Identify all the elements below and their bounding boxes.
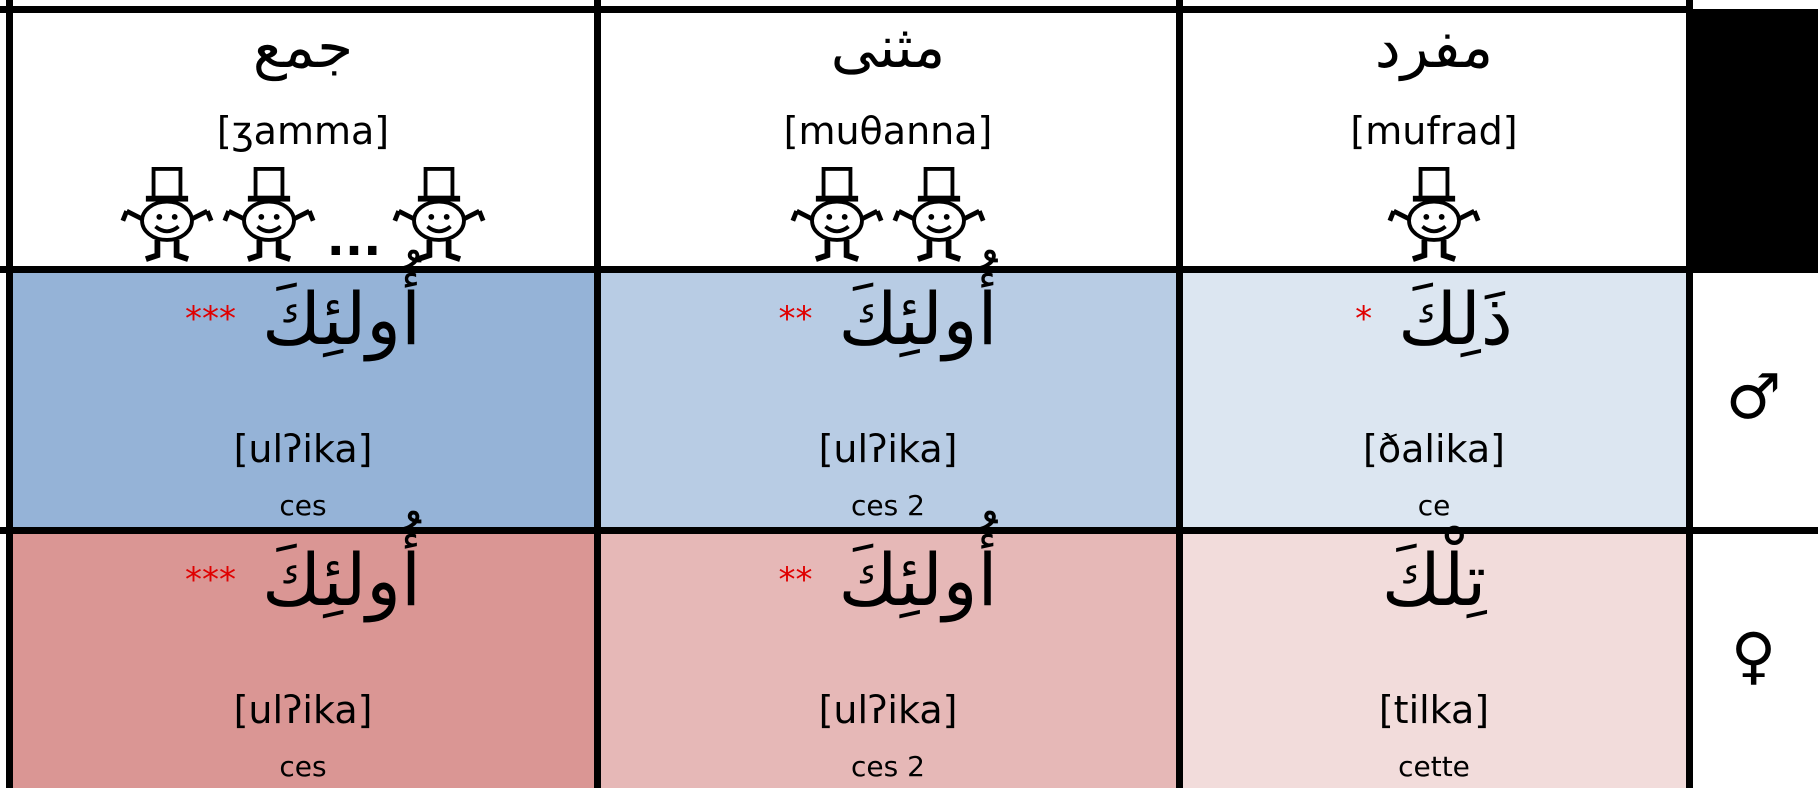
french: ces <box>279 489 327 522</box>
gender-symbol: ♀ <box>1730 619 1777 692</box>
figure-icon <box>1386 167 1482 263</box>
figures <box>1179 167 1689 263</box>
figure-icon <box>119 167 215 263</box>
header-cell: جمع [ʒamma]... <box>9 9 597 269</box>
french: ces <box>279 750 327 783</box>
arabic-word: تِلْكَ <box>1381 538 1487 622</box>
arabic-word: أُولئِكَ <box>838 277 998 361</box>
border-h <box>0 5 1689 13</box>
transliteration: [ulʔika] <box>818 688 958 732</box>
marker: ** <box>778 299 813 339</box>
transliteration: [ulʔika] <box>233 688 373 732</box>
transliteration: [ulʔika] <box>233 427 373 471</box>
word-cell: ** أُولئِكَ [ulʔika] ces 2 <box>597 530 1179 788</box>
gender-cell: ♀ <box>1689 530 1818 788</box>
marker: ** <box>778 560 813 600</box>
arabic-line: ** أُولئِكَ <box>597 277 1179 361</box>
header-transliteration: [muθanna] <box>783 109 993 153</box>
header-cell: مثنى [muθanna] <box>597 9 1179 269</box>
arabic-line: تِلْكَ <box>1179 538 1689 622</box>
french: cette <box>1398 750 1470 783</box>
header-transliteration: [mufrad] <box>1350 109 1518 153</box>
word-cell: * ذَلِكَ [ðalika] ce <box>1179 269 1689 530</box>
transliteration: [ðalika] <box>1363 427 1505 471</box>
gender-cell: ♂ <box>1689 269 1818 530</box>
figure-icon <box>789 167 885 263</box>
french: ces 2 <box>851 750 925 783</box>
header-cell: مفرد [mufrad] <box>1179 9 1689 269</box>
arabic-line: *** أُولئِكَ <box>9 277 597 361</box>
transliteration: [ulʔika] <box>818 427 958 471</box>
border-v <box>1175 0 1183 788</box>
gender-symbol: ♂ <box>1725 359 1782 433</box>
transliteration: [tilka] <box>1378 688 1490 732</box>
figure-icon <box>221 167 317 263</box>
arabic-line: ** أُولئِكَ <box>597 538 1179 622</box>
word-cell: ** أُولئِكَ [ulʔika] ces 2 <box>597 269 1179 530</box>
figures <box>597 167 1179 263</box>
arabic-word: أُولئِكَ <box>838 538 998 622</box>
border-h <box>0 265 1818 273</box>
figure-icon <box>891 167 987 263</box>
header-corner <box>1689 9 1818 269</box>
arabic-line: * ذَلِكَ <box>1179 277 1689 361</box>
border-h <box>0 526 1818 534</box>
header-arabic: مثنى <box>830 13 946 81</box>
word-cell: *** أُولئِكَ [ulʔika] ces <box>9 269 597 530</box>
header-arabic: مفرد <box>1374 13 1494 81</box>
word-cell: *** أُولئِكَ [ulʔika] ces <box>9 530 597 788</box>
border-v <box>5 0 13 788</box>
french: ce <box>1417 489 1451 522</box>
arabic-word: ذَلِكَ <box>1398 277 1513 361</box>
marker: * <box>1355 299 1373 339</box>
header-arabic: جمع <box>252 13 354 81</box>
border-v <box>593 0 601 788</box>
figures: ... <box>9 167 597 263</box>
marker: *** <box>184 299 236 339</box>
word-cell: تِلْكَ [tilka] cette <box>1179 530 1689 788</box>
arabic-word: أُولئِكَ <box>261 538 422 622</box>
arabic-line: *** أُولئِكَ <box>9 538 597 622</box>
figure-icon <box>391 167 487 263</box>
header-transliteration: [ʒamma] <box>216 109 390 153</box>
french: ces 2 <box>851 489 925 522</box>
marker: *** <box>184 560 236 600</box>
border-v <box>1685 0 1693 788</box>
ellipsis: ... <box>326 211 382 267</box>
arabic-word: أُولئِكَ <box>261 277 422 361</box>
